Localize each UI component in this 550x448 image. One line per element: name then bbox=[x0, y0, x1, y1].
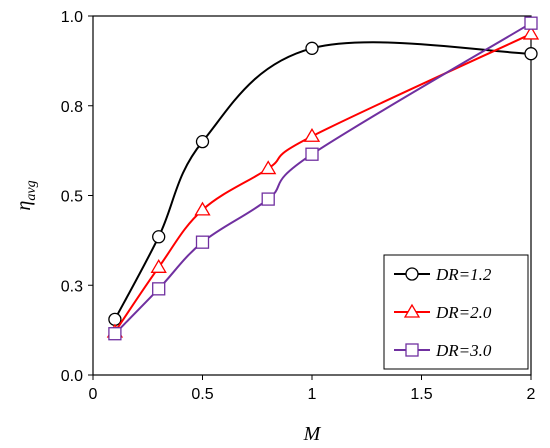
data-point-marker bbox=[305, 41, 319, 55]
series-1 bbox=[108, 41, 538, 327]
x-tick-label: 0 bbox=[89, 386, 98, 403]
y-tick-label: 0.5 bbox=[61, 189, 83, 206]
data-point-marker bbox=[152, 282, 166, 296]
legend-label: DR=3.0 bbox=[435, 341, 492, 360]
series-layer bbox=[106, 16, 540, 341]
data-point-marker bbox=[194, 201, 211, 216]
data-point-marker bbox=[303, 127, 321, 142]
legend-label: DR=1.2 bbox=[435, 265, 492, 284]
legend-item: DR=1.2 bbox=[394, 265, 492, 284]
data-point-marker bbox=[108, 327, 122, 341]
data-point-marker bbox=[260, 160, 277, 175]
y-tick-label: 0.0 bbox=[61, 368, 83, 385]
legend: DR=1.2 DR=2.0 DR=3.0 bbox=[383, 254, 529, 370]
data-point-marker bbox=[305, 147, 319, 161]
legend-item: DR=2.0 bbox=[394, 303, 492, 322]
y-axis-title-base: η bbox=[13, 201, 35, 211]
y-axis-title-subscript: avg bbox=[24, 180, 39, 200]
data-point-marker bbox=[524, 47, 538, 61]
x-axis-title: M bbox=[303, 423, 322, 445]
legend-item: DR=3.0 bbox=[394, 341, 492, 360]
series-3 bbox=[108, 16, 538, 341]
data-point-marker bbox=[195, 134, 210, 149]
x-tick-label: 1.5 bbox=[410, 386, 432, 403]
data-point-marker bbox=[261, 192, 275, 206]
y-axis-title: ηavg bbox=[13, 180, 39, 210]
x-tick-label: 1 bbox=[308, 386, 317, 403]
x-axis: 0 0.5 1 1.5 2 bbox=[89, 375, 536, 403]
x-tick-label: 0.5 bbox=[191, 386, 213, 403]
data-point-marker bbox=[195, 235, 210, 249]
data-point-marker bbox=[108, 312, 122, 327]
data-point-marker bbox=[150, 259, 167, 273]
y-tick-label: 1.0 bbox=[61, 9, 83, 26]
y-tick-label: 0.8 bbox=[61, 99, 83, 116]
plot-area: 0 0.5 1 1.5 2 0.0 0.3 0.5 0.8 1.0 bbox=[61, 9, 540, 403]
x-tick-label: 2 bbox=[527, 386, 536, 403]
data-point-marker bbox=[522, 25, 540, 40]
legend-marker bbox=[405, 267, 419, 281]
legend-marker bbox=[403, 303, 421, 318]
y-axis: 0.0 0.3 0.5 0.8 1.0 bbox=[61, 9, 93, 385]
legend-label: DR=2.0 bbox=[435, 303, 492, 322]
data-point-marker bbox=[524, 16, 538, 30]
svg-text:ηavg: ηavg bbox=[13, 180, 39, 210]
y-tick-label: 0.3 bbox=[61, 278, 83, 295]
legend-marker bbox=[405, 343, 419, 357]
series-line bbox=[114, 41, 532, 320]
data-point-marker bbox=[152, 230, 166, 244]
